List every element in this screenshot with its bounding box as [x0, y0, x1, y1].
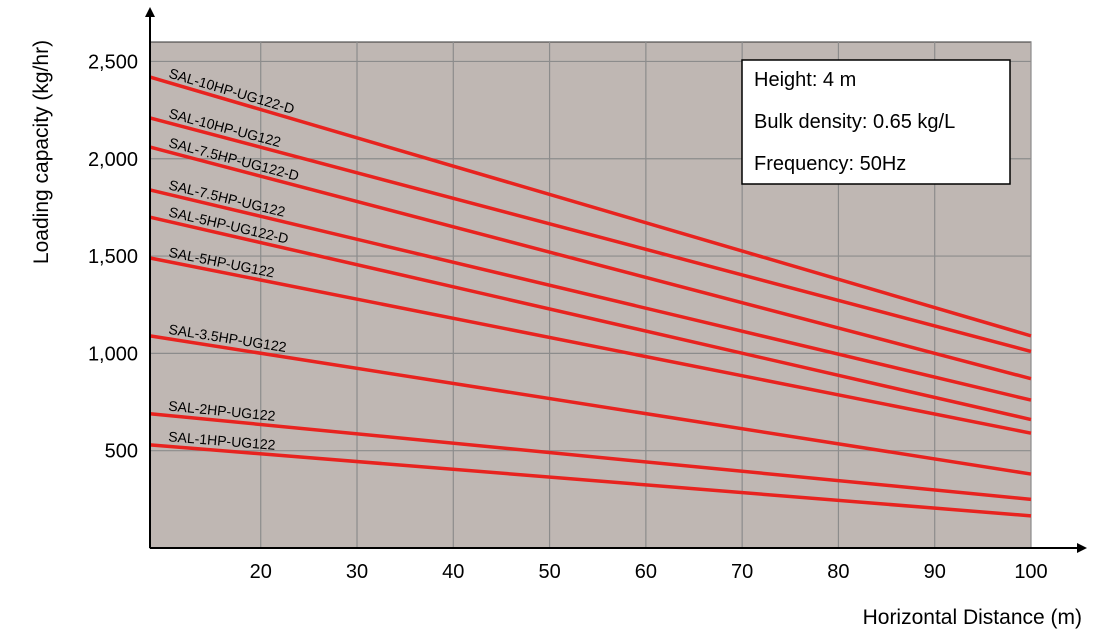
tick-labels: 20 30 40 50 60 70 80 90 100 500 1,000 1,500 2,000 2,5…	[88, 51, 1048, 583]
x-axis-title: Horizontal Distance (m)	[863, 606, 1082, 629]
series-line	[149, 256, 1032, 435]
x-tick-label: 80	[827, 561, 849, 583]
series-lines	[149, 75, 1032, 518]
series-line	[149, 215, 1032, 422]
x-tick-label: 90	[924, 561, 946, 583]
y-tick-label: 2,500	[88, 51, 138, 73]
y-axis-title: Loading capacity (kg/hr)	[30, 40, 53, 264]
x-tick-label: 20	[250, 561, 272, 583]
info-frequency: Frequency: 50Hz	[754, 153, 906, 175]
y-tick-label: 1,000	[88, 343, 138, 365]
x-tick-label: 60	[635, 561, 657, 583]
info-box: Height: 4 m Bulk density: 0.65 kg/L Freq…	[741, 59, 1011, 185]
series-line	[149, 145, 1032, 381]
info-height: Height: 4 m	[754, 69, 856, 91]
x-tick-label: 100	[1014, 561, 1047, 583]
y-tick-label: 2,000	[88, 149, 138, 171]
series-line	[149, 411, 1032, 502]
x-tick-label: 40	[442, 561, 464, 583]
series-line	[149, 188, 1032, 402]
info-bulk-density: Bulk density: 0.65 kg/L	[754, 111, 955, 133]
x-tick-label: 70	[731, 561, 753, 583]
series-line	[149, 75, 1032, 338]
y-tick-label: 1,500	[88, 246, 138, 268]
y-tick-label: 500	[105, 441, 138, 463]
series-line	[149, 116, 1032, 354]
x-tick-label: 30	[346, 561, 368, 583]
series-line	[149, 443, 1032, 518]
x-tick-label: 50	[538, 561, 560, 583]
series-line	[149, 334, 1032, 476]
